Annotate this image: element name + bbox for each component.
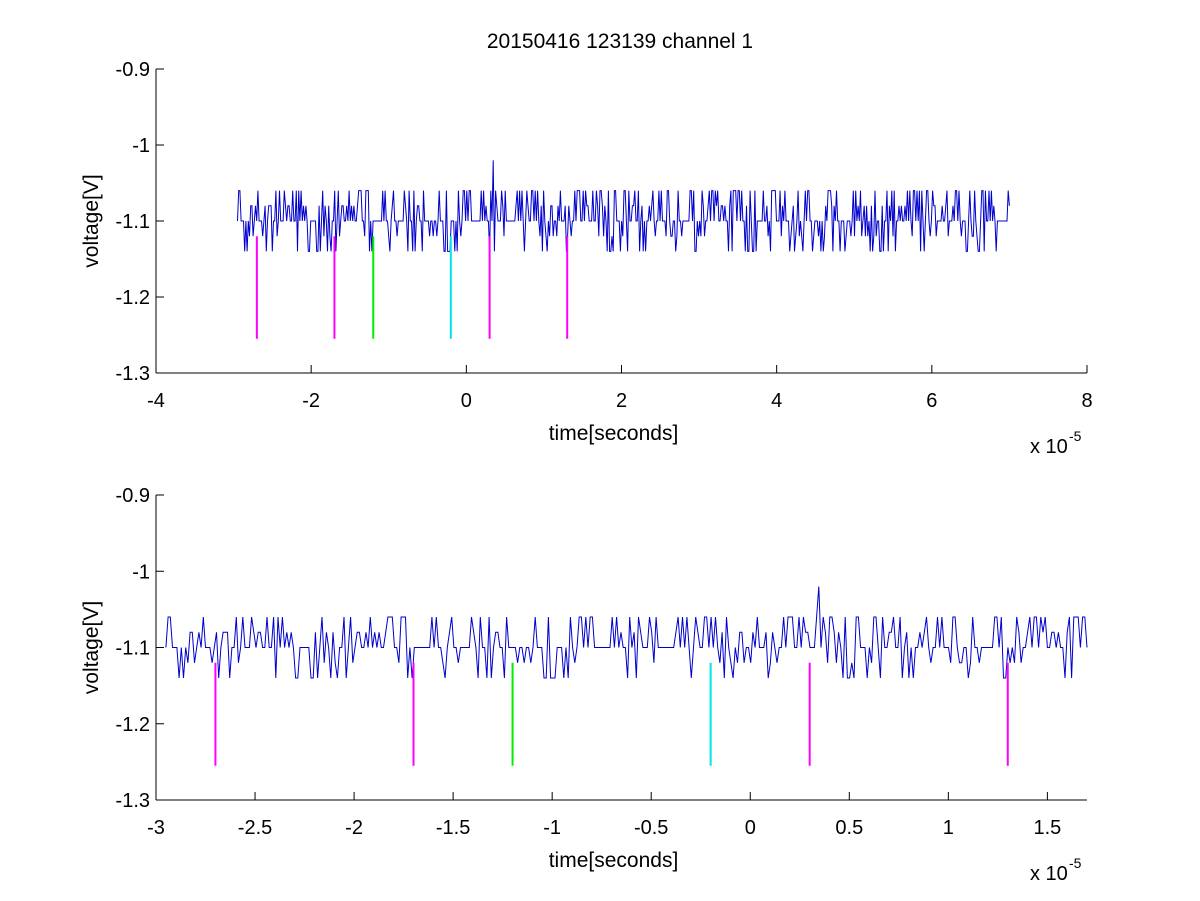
- figure-title: 20150416 123139 channel 1: [487, 30, 753, 53]
- y-tick-label: -0.9: [116, 59, 150, 81]
- x-scale-exponent: -5: [1069, 428, 1082, 444]
- x-axis-label: time[seconds]: [549, 849, 679, 872]
- x-tick-label: -2.5: [238, 817, 272, 839]
- y-tick-label: -1.3: [116, 790, 150, 812]
- y-tick-label: -1.2: [116, 287, 150, 309]
- x-tick-label: 0: [461, 390, 472, 412]
- y-tick-label: -1: [132, 135, 150, 157]
- x-tick-label: 0.5: [835, 817, 863, 839]
- x-tick-label: -2: [302, 390, 320, 412]
- x-tick-label: -0.5: [634, 817, 668, 839]
- plot-bottom: -1.3 -1.2 -1.1 -1 -0.9 -3 -2.5 -2 -1.5 -1 -0.5 0 0.5…: [80, 485, 1088, 885]
- x-tick-label: -1.5: [436, 817, 470, 839]
- y-tick-label: -0.9: [116, 485, 150, 507]
- x-tick-label: 6: [926, 390, 937, 412]
- voltage-trace: [237, 160, 1010, 252]
- x-tick-label: -4: [147, 390, 165, 412]
- x-tick-label: 0: [745, 817, 756, 839]
- y-tick-label: -1.2: [116, 714, 150, 736]
- x-tick-label: 1: [943, 817, 954, 839]
- x-tick-label: 4: [771, 390, 782, 412]
- y-tick-label: -1.1: [116, 211, 150, 233]
- x-tick-label: -1: [543, 817, 561, 839]
- x-scale-multiplier: x 10: [1030, 863, 1068, 885]
- x-tick-label: -2: [345, 817, 363, 839]
- x-tick-label: 8: [1081, 390, 1092, 412]
- x-axis-label: time[seconds]: [549, 422, 679, 445]
- plot-top: -1.3 -1.2 -1.1 -1 -0.9 -4 -2 0 2 4 6 8 time[seconds]…: [80, 59, 1093, 458]
- y-tick-label: -1.1: [116, 638, 150, 660]
- y-tick-label: -1: [132, 561, 150, 583]
- y-axis-label: voltage[V]: [80, 601, 103, 694]
- x-scale-exponent: -5: [1069, 855, 1082, 871]
- y-axis-label: voltage[V]: [80, 174, 103, 267]
- x-tick-label: 1.5: [1033, 817, 1061, 839]
- y-tick-label: -1.3: [116, 363, 150, 385]
- x-tick-label: -3: [147, 817, 165, 839]
- x-tick-label: 2: [616, 390, 627, 412]
- voltage-trace: [165, 586, 1088, 679]
- x-scale-multiplier: x 10: [1030, 436, 1068, 458]
